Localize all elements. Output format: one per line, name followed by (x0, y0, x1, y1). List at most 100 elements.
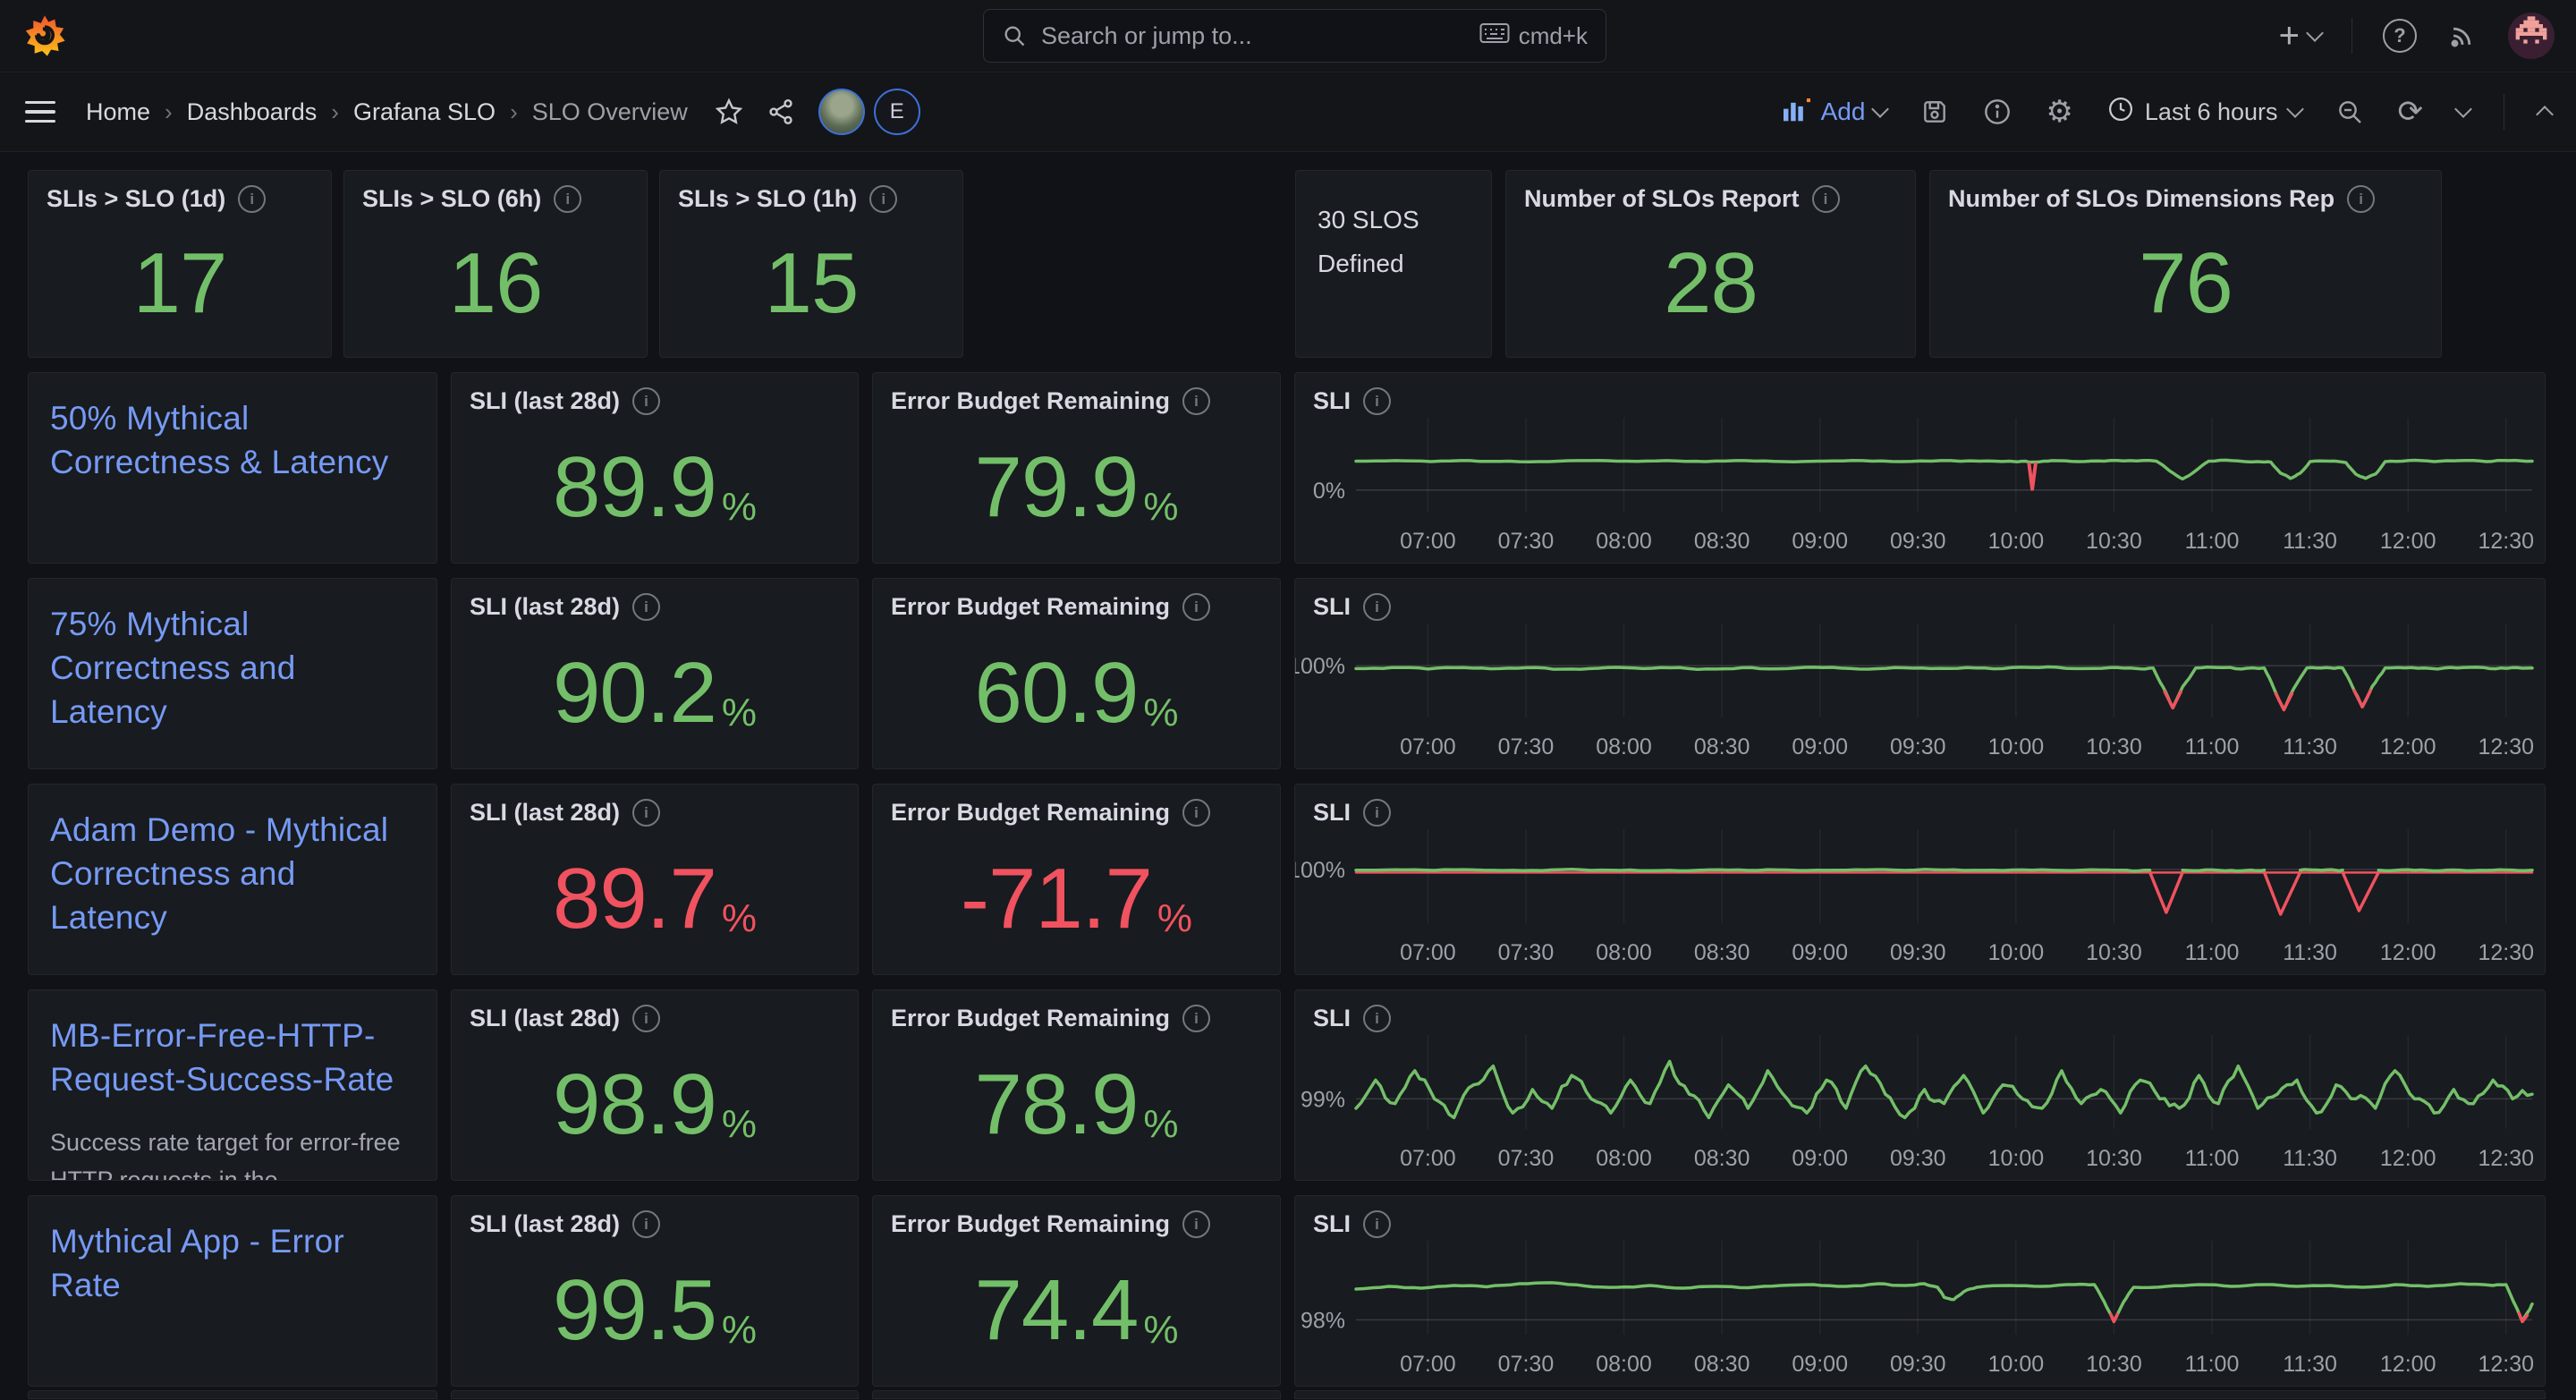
divider (2351, 18, 2352, 54)
breadcrumb-dashboards[interactable]: Dashboards (186, 98, 318, 125)
dashboard-insights-icon[interactable] (1983, 98, 2012, 126)
info-icon[interactable] (632, 799, 661, 827)
add-panel-button[interactable]: Add (1782, 97, 1890, 128)
budget-value: 79.9 (974, 439, 1140, 535)
svg-text:11:00: 11:00 (2185, 734, 2240, 759)
slo-name-link[interactable]: 75% Mythical Correctness and Latency (50, 606, 296, 731)
sli-stat-panel (451, 1390, 859, 1399)
sli-stat-panel[interactable]: SLI (last 28d) 99.5% (451, 1195, 859, 1387)
svg-text:100%: 100% (1295, 858, 1345, 883)
collapse-toolbar-icon[interactable] (2536, 106, 2554, 123)
slo-row: MB-Error-Free-HTTP-Request-Success-Rate … (28, 989, 2546, 1181)
svg-text:11:30: 11:30 (2283, 734, 2337, 759)
sli-stat-panel[interactable]: SLI (last 28d) 89.9% (451, 372, 859, 564)
sli-chart-panel[interactable]: SLI 98% 07:00 07:30 08:00 08:30 09:00 09:30 10:… (1294, 1195, 2546, 1387)
news-rss-icon[interactable] (2447, 21, 2478, 51)
info-icon[interactable] (632, 387, 661, 415)
info-icon[interactable] (1182, 799, 1211, 827)
svg-text:11:30: 11:30 (2283, 1146, 2337, 1171)
svg-text:11:00: 11:00 (2185, 529, 2240, 554)
sli-chart-panel[interactable]: SLI 100% 07:00 07:30 08:00 08:30 09:00 09:30 10… (1294, 784, 2546, 975)
search-box[interactable]: cmd+k (983, 9, 1606, 63)
slo-row: 75% Mythical Correctness and Latency SLI… (28, 578, 2546, 769)
share-icon[interactable] (767, 98, 795, 126)
info-icon[interactable] (1363, 1005, 1392, 1032)
stat-panel-slos-report[interactable]: Number of SLOs Report 28 (1505, 170, 1916, 358)
new-item-button[interactable]: + (2278, 16, 2324, 55)
info-icon[interactable] (632, 593, 661, 621)
error-budget-panel[interactable]: Error Budget Remaining 74.4% (872, 1195, 1281, 1387)
menu-icon[interactable] (25, 100, 55, 123)
breadcrumb-folder[interactable]: Grafana SLO (352, 98, 496, 125)
stat-panel-slo-1d[interactable]: SLIs > SLO (1d) 17 (28, 170, 332, 358)
info-icon[interactable] (1363, 593, 1392, 621)
error-budget-panel[interactable]: Error Budget Remaining 60.9% (872, 578, 1281, 769)
slo-row: Adam Demo - Mythical Correctness and Lat… (28, 784, 2546, 975)
svg-text:09:00: 09:00 (1792, 734, 1848, 759)
stat-value: 15 (764, 235, 860, 331)
info-icon[interactable] (632, 1210, 661, 1238)
error-budget-panel[interactable]: Error Budget Remaining 79.9% (872, 372, 1281, 564)
info-icon[interactable] (1811, 185, 1840, 213)
sli-stat-panel[interactable]: SLI (last 28d) 90.2% (451, 578, 859, 769)
info-icon[interactable] (1363, 1210, 1392, 1238)
panel-title: SLI (1313, 1210, 1352, 1237)
info-icon[interactable] (1182, 1005, 1211, 1032)
breadcrumb-home[interactable]: Home (86, 98, 151, 125)
svg-text:08:00: 08:00 (1596, 1352, 1652, 1377)
info-icon[interactable] (632, 1005, 661, 1032)
info-icon[interactable] (1182, 387, 1211, 415)
refresh-button[interactable]: ⟳ (2398, 97, 2424, 127)
svg-text:09:30: 09:30 (1890, 1352, 1946, 1377)
settings-gear-icon[interactable]: ⚙ (2046, 95, 2073, 129)
sli-stat-panel[interactable]: SLI (last 28d) 98.9% (451, 989, 859, 1181)
viewer-avatar-letter[interactable]: E (873, 89, 920, 135)
svg-text:12:00: 12:00 (2380, 529, 2436, 554)
grafana-logo[interactable] (23, 14, 66, 57)
info-icon[interactable] (1182, 593, 1211, 621)
sli-chart-panel[interactable]: SLI 0% 07:00 07:30 08:00 08:30 09:00 09:30 10:0… (1294, 372, 2546, 564)
dashboard-actions: E (715, 89, 920, 135)
toolbar-right-cluster: Add ⚙ Last 6 (1782, 94, 2554, 130)
info-icon[interactable] (1182, 1210, 1211, 1238)
sli-value: 99.5 (553, 1262, 717, 1358)
info-icon[interactable] (554, 185, 582, 213)
clock-icon (2107, 96, 2134, 129)
breadcrumb-current: SLO Overview (531, 98, 688, 125)
star-icon[interactable] (715, 98, 743, 126)
slo-name-link[interactable]: MB-Error-Free-HTTP-Request-Success-Rate (50, 1017, 394, 1099)
svg-text:07:00: 07:00 (1400, 734, 1456, 759)
slo-name-link[interactable]: Adam Demo - Mythical Correctness and Lat… (50, 811, 389, 937)
help-icon[interactable]: ? (2383, 19, 2417, 53)
error-budget-panel[interactable]: Error Budget Remaining 78.9% (872, 989, 1281, 1181)
search-input[interactable] (1039, 21, 1479, 51)
viewer-avatar-photo[interactable] (818, 89, 865, 135)
slo-name-panel: MB-Error-Free-HTTP-Request-Success-Rate … (28, 989, 437, 1181)
sli-stat-panel[interactable]: SLI (last 28d) 89.7% (451, 784, 859, 975)
dashboard-toolbar: Home › Dashboards › Grafana SLO › SLO Ov… (0, 72, 2576, 152)
stat-panel-slo-1h[interactable]: SLIs > SLO (1h) 15 (659, 170, 963, 358)
sli-chart-panel[interactable]: SLI 99% 07:00 07:30 08:00 08:30 09:00 09:30 10:… (1294, 989, 2546, 1181)
time-range-picker[interactable]: Last 6 hours (2107, 96, 2304, 129)
stat-panel-slo-6h[interactable]: SLIs > SLO (6h) 16 (343, 170, 648, 358)
save-dashboard-icon[interactable] (1920, 98, 1949, 126)
info-icon[interactable] (1363, 387, 1392, 415)
slo-name-link[interactable]: Mythical App - Error Rate (50, 1223, 344, 1304)
info-icon[interactable] (238, 185, 267, 213)
stat-panel-slos-dimensions[interactable]: Number of SLOs Dimensions Rep 76 (1929, 170, 2442, 358)
keyboard-shortcut-hint: cmd+k (1479, 22, 1588, 50)
plus-icon: + (2278, 16, 2300, 55)
refresh-interval-chevron-icon[interactable] (2454, 100, 2472, 118)
svg-text:07:30: 07:30 (1498, 940, 1555, 965)
user-avatar[interactable] (2508, 13, 2555, 59)
error-budget-panel[interactable]: Error Budget Remaining -71.7% (872, 784, 1281, 975)
zoom-out-icon[interactable] (2335, 98, 2364, 126)
info-icon[interactable] (2347, 185, 2376, 213)
info-icon[interactable] (869, 185, 898, 213)
slo-name-link[interactable]: 50% Mythical Correctness & Latency (50, 400, 389, 481)
info-icon[interactable] (1363, 799, 1392, 827)
slo-name-panel: 50% Mythical Correctness & Latency (28, 372, 437, 564)
slos-defined-text-panel[interactable]: 30 SLOS Defined (1295, 170, 1492, 358)
sli-chart-panel[interactable]: SLI 100% 07:00 07:30 08:00 08:30 09:00 09:30 10… (1294, 578, 2546, 769)
percent-suffix: % (721, 1308, 757, 1352)
